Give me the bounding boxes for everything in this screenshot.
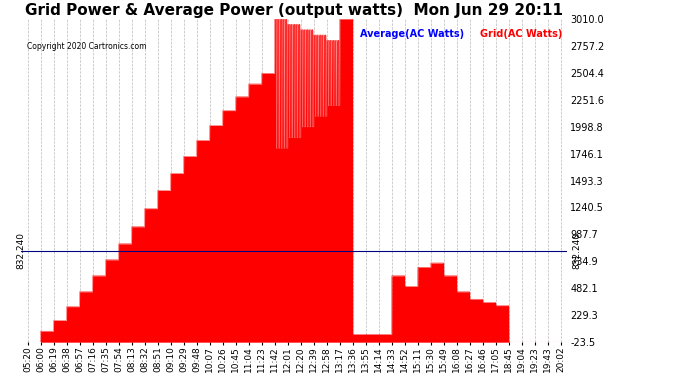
Text: Average(AC Watts): Average(AC Watts) [359,28,464,39]
Text: Grid(AC Watts): Grid(AC Watts) [480,28,562,39]
Text: Copyright 2020 Cartronics.com: Copyright 2020 Cartronics.com [26,42,146,51]
Title: Grid Power & Average Power (output watts)  Mon Jun 29 20:11: Grid Power & Average Power (output watts… [26,3,563,18]
Text: 832.240: 832.240 [17,232,26,270]
Text: 832.240: 832.240 [573,232,582,270]
